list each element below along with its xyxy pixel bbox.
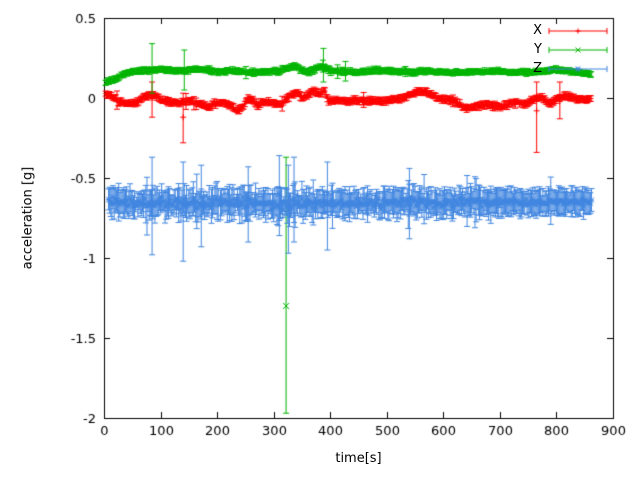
- legend-label-z: Z: [533, 61, 542, 76]
- x-axis-title: time[s]: [335, 451, 382, 466]
- legend-label-y: Y: [534, 42, 542, 57]
- legend-label-x: X: [533, 23, 542, 38]
- y-axis-title: acceleration [g]: [20, 166, 36, 270]
